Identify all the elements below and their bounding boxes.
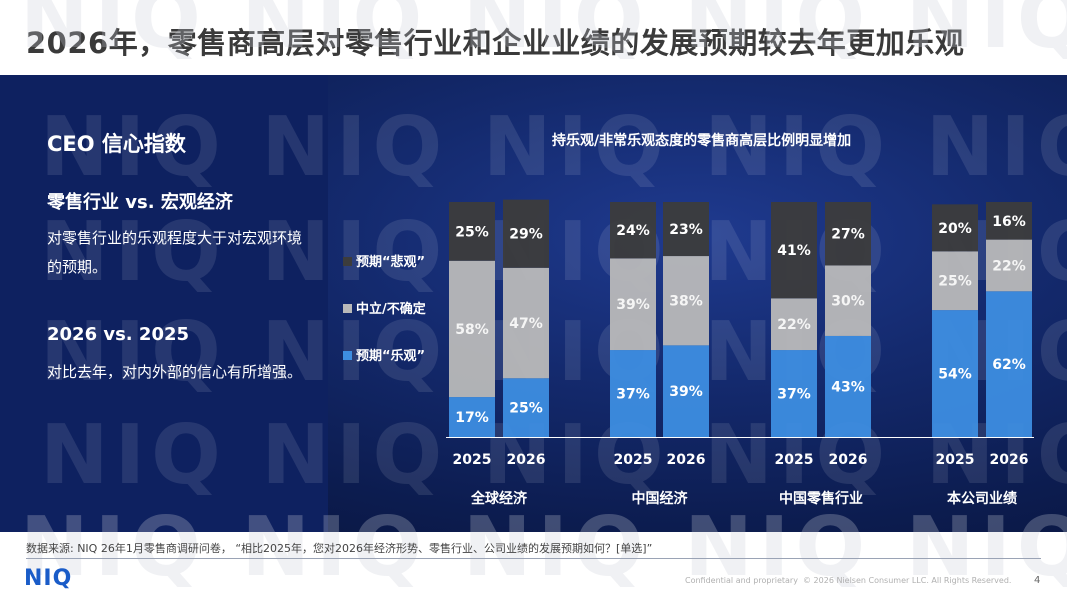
bar-segment: [610, 258, 656, 351]
x-tick-label: 2025: [775, 452, 814, 468]
data-label: 25%: [509, 401, 543, 417]
legend-label: 中立/不确定: [356, 301, 426, 317]
section2-title: 2026 vs. 2025: [47, 324, 190, 345]
data-label: 25%: [938, 274, 972, 290]
data-label: 39%: [616, 297, 650, 313]
bar-segment: [825, 265, 871, 336]
x-tick-label: 2026: [829, 452, 868, 468]
data-label: 54%: [938, 367, 972, 383]
data-label: 29%: [509, 227, 543, 243]
bar-segment: [986, 202, 1032, 240]
bar-segment: [610, 350, 656, 437]
bar-segment: [503, 199, 549, 268]
group-label: 本公司业绩: [947, 490, 1017, 507]
legend-swatch: [343, 257, 352, 266]
confidential-note: Confidential and proprietary: [685, 576, 798, 585]
bar-segment: [663, 256, 709, 346]
page-number: 4: [1034, 575, 1041, 586]
x-tick-label: 2026: [507, 452, 546, 468]
bar-segment: [663, 345, 709, 437]
data-label: 22%: [992, 258, 1026, 274]
section1-title: 零售行业 vs. 宏观经济: [47, 192, 233, 213]
legend-swatch: [343, 304, 352, 313]
data-label: 30%: [831, 294, 865, 310]
bar-segment: [503, 267, 549, 379]
data-label: 20%: [938, 221, 972, 237]
bar-segment: [932, 251, 978, 311]
data-label: 25%: [455, 224, 489, 240]
data-label: 22%: [777, 317, 811, 333]
x-tick-label: 2025: [614, 452, 653, 468]
bar-segment: [771, 298, 817, 351]
legend-label: 预期“悲观”: [356, 254, 425, 270]
data-label: 23%: [669, 222, 703, 238]
data-label: 41%: [777, 243, 811, 259]
chart-title: 持乐观/非常乐观态度的零售商高层比例明显增加: [552, 133, 852, 149]
data-label: 27%: [831, 227, 865, 243]
bar-segment: [771, 202, 817, 299]
bar-segment: [449, 260, 495, 398]
data-label: 47%: [509, 316, 543, 332]
x-tick-label: 2025: [936, 452, 975, 468]
page-title: 2026年，零售商高层对零售行业和企业业绩的发展预期较去年更加乐观: [26, 26, 965, 60]
left-panel-background: [0, 75, 328, 532]
data-label: 62%: [992, 357, 1026, 373]
bar-segment: [503, 378, 549, 437]
x-tick-label: 2026: [990, 452, 1029, 468]
bar-segment: [449, 397, 495, 437]
legend-swatch: [343, 351, 352, 360]
section1-text: 对零售行业的乐观程度大于对宏观环境的预期。: [47, 229, 303, 276]
bar-segment: [932, 204, 978, 252]
bar-segment: [825, 335, 871, 437]
copyright-note: © 2026 Nielsen Consumer LLC. All Rights …: [803, 576, 1012, 585]
bar-segment: [771, 350, 817, 437]
data-label: 17%: [455, 410, 489, 426]
data-label: 39%: [669, 384, 703, 400]
footer-divider: [26, 558, 1041, 559]
data-label: 37%: [777, 387, 811, 403]
bar-segment: [932, 310, 978, 437]
bar-segment: [610, 202, 656, 259]
legend-label: 预期“乐观”: [356, 348, 425, 364]
bar-segment: [449, 202, 495, 261]
data-label: 58%: [455, 322, 489, 338]
x-tick-label: 2026: [667, 452, 706, 468]
group-label: 中国零售行业: [779, 490, 863, 507]
source-footnote: 数据来源: NIQ 26年1月零售商调研问卷， “相比2025年，您对2026年…: [26, 542, 653, 555]
left-heading: CEO 信心指数: [47, 132, 186, 156]
bar-segment: [986, 291, 1032, 437]
bar-segment: [663, 202, 709, 257]
niq-logo: NIQ: [24, 566, 73, 591]
data-label: 37%: [616, 387, 650, 403]
data-label: 24%: [616, 223, 650, 239]
x-tick-label: 2025: [453, 452, 492, 468]
group-label: 中国经济: [632, 490, 689, 507]
data-label: 43%: [831, 379, 865, 395]
bar-segment: [825, 202, 871, 266]
bar-segment: [986, 239, 1032, 292]
section2-text: 对比去年，对内外部的信心有所增强。: [47, 363, 303, 381]
data-label: 38%: [669, 294, 703, 310]
group-label: 全球经济: [470, 490, 528, 507]
data-label: 16%: [992, 214, 1026, 230]
